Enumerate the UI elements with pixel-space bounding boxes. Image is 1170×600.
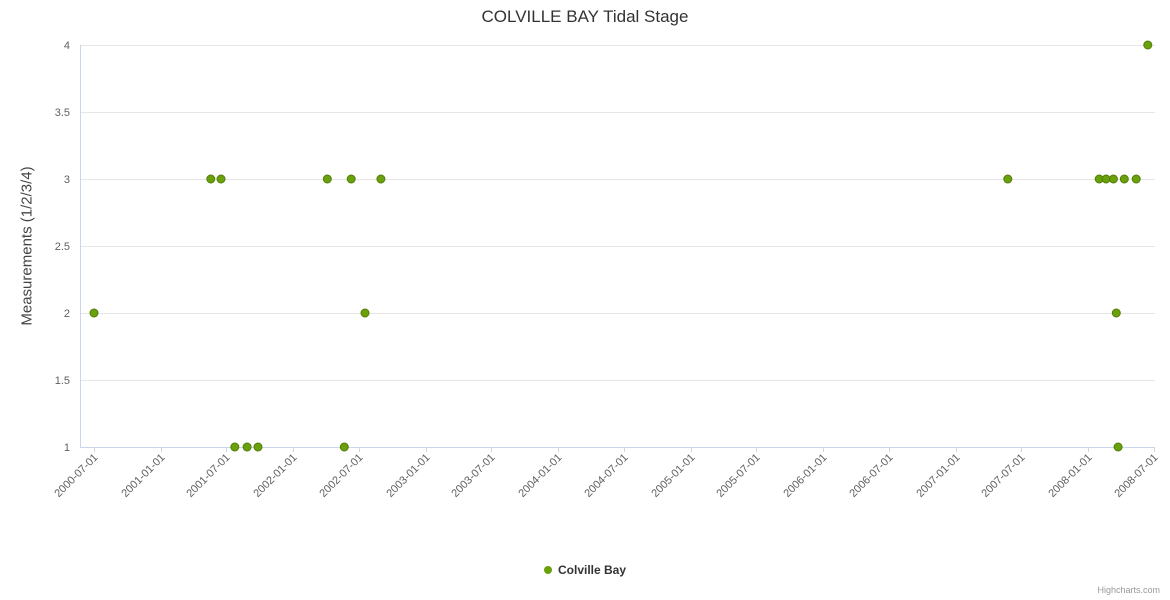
x-tick-label: 2002-07-01 xyxy=(317,452,365,500)
data-point xyxy=(230,442,240,452)
legend-label: Colville Bay xyxy=(557,563,627,577)
data-point xyxy=(206,174,216,184)
x-tick-label: 2005-07-01 xyxy=(714,452,762,500)
data-point xyxy=(1003,174,1013,184)
highcharts-credits-link[interactable]: Highcharts.com xyxy=(1097,585,1160,595)
x-tick-label: 2003-07-01 xyxy=(449,452,497,500)
legend-marker-icon xyxy=(543,566,552,574)
data-point xyxy=(253,442,263,452)
data-point xyxy=(1119,174,1129,184)
data-point xyxy=(1108,174,1118,184)
data-point xyxy=(346,174,356,184)
data-point xyxy=(360,308,370,318)
y-tick-label: 3.5 xyxy=(55,107,70,119)
y-tick-label: 2.5 xyxy=(55,241,70,253)
x-tick-label: 2000-07-01 xyxy=(52,452,100,500)
x-tick-label: 2006-07-01 xyxy=(847,452,895,500)
x-tick-label: 2007-01-01 xyxy=(914,452,962,500)
y-tick-label: 4 xyxy=(64,40,70,52)
x-tick-label: 2008-07-01 xyxy=(1112,452,1160,500)
legend-item[interactable]: Colville Bay xyxy=(0,563,1170,577)
data-point xyxy=(339,442,349,452)
data-point xyxy=(1113,442,1123,452)
data-point xyxy=(1111,308,1121,318)
chart-title: COLVILLE BAY Tidal Stage xyxy=(481,7,689,26)
x-tick-label: 2005-01-01 xyxy=(649,452,697,500)
data-point xyxy=(1131,174,1141,184)
y-tick-label: 3 xyxy=(64,174,70,186)
data-point xyxy=(1143,40,1153,50)
y-tick-label: 2 xyxy=(64,308,70,320)
data-point xyxy=(322,174,332,184)
x-tick-label: 2007-07-01 xyxy=(979,452,1027,500)
x-tick-label: 2003-01-01 xyxy=(384,452,432,500)
data-point xyxy=(216,174,226,184)
y-tick-label: 1.5 xyxy=(55,375,70,387)
x-tick-label: 2001-01-01 xyxy=(119,452,167,500)
data-point xyxy=(89,308,99,318)
data-point xyxy=(242,442,252,452)
x-tick-label: 2004-07-01 xyxy=(582,452,630,500)
x-tick-label: 2001-07-01 xyxy=(184,452,232,500)
x-tick-label: 2008-01-01 xyxy=(1046,452,1094,500)
x-tick-label: 2004-01-01 xyxy=(516,452,564,500)
x-tick-label: 2002-01-01 xyxy=(251,452,299,500)
x-tick-label: 2006-01-01 xyxy=(781,452,829,500)
data-point xyxy=(376,174,386,184)
y-tick-label: 1 xyxy=(64,442,70,454)
